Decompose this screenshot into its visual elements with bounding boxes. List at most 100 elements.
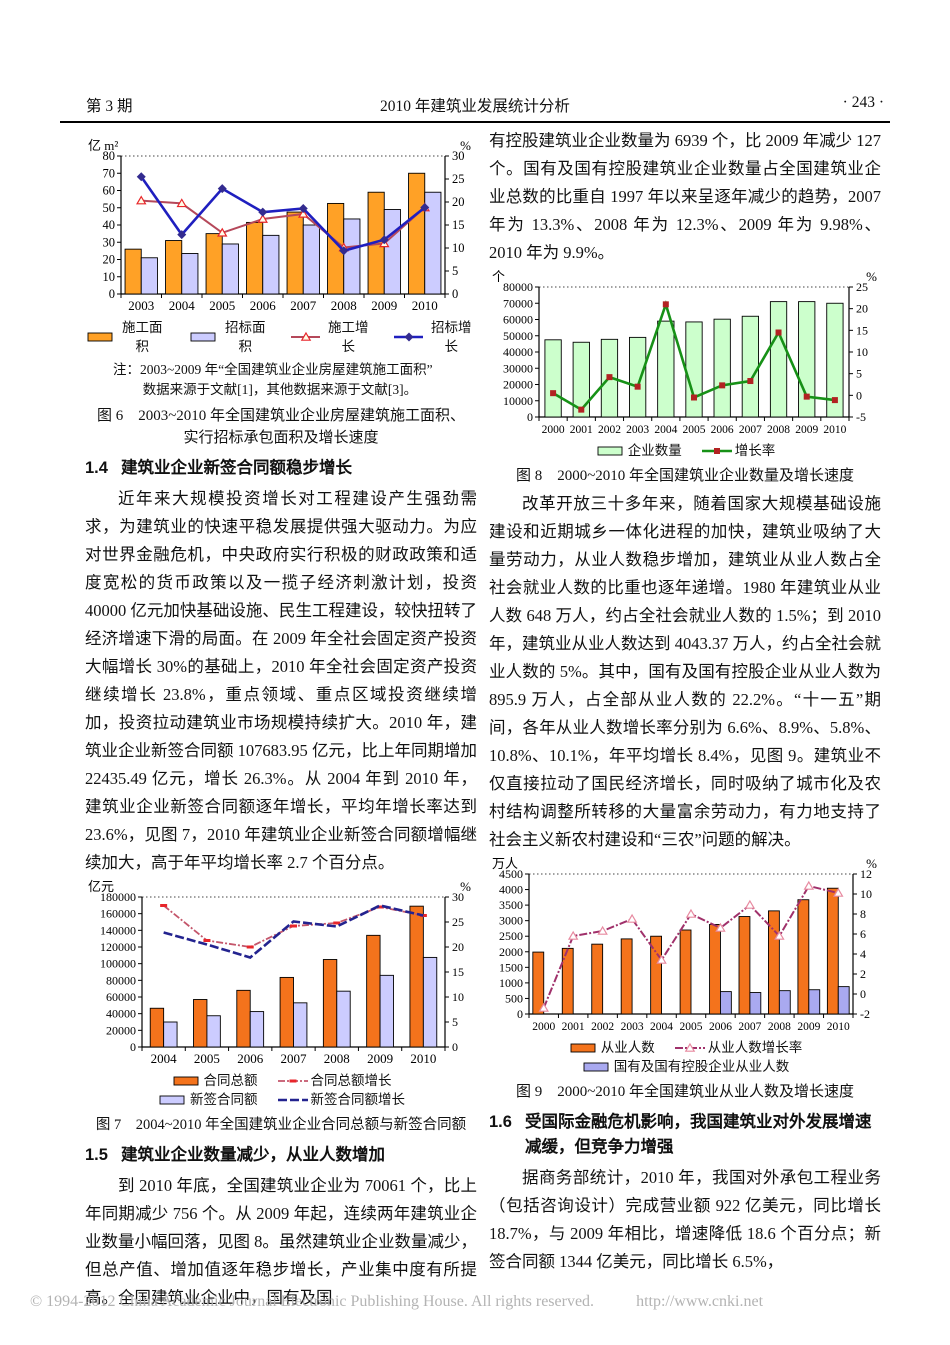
svg-text:2010: 2010: [410, 1051, 436, 1066]
svg-text:140000: 140000: [100, 923, 136, 937]
svg-text:6: 6: [860, 927, 866, 941]
svg-text:180000: 180000: [100, 890, 136, 904]
svg-text:30000: 30000: [503, 361, 533, 375]
svg-text:4: 4: [860, 947, 866, 961]
svg-text:2009: 2009: [371, 298, 397, 313]
svg-text:2004: 2004: [169, 298, 196, 313]
legend-item: 施工面积: [85, 318, 168, 356]
figure6-note-line1: 注：2003~2009 年“全国建筑业企业房屋建筑施工面积”: [113, 362, 433, 377]
svg-text:40000: 40000: [106, 1007, 136, 1021]
legend-item: 从业人数增长率: [674, 1038, 802, 1057]
svg-text:40000: 40000: [503, 345, 533, 359]
svg-text:10: 10: [103, 270, 116, 284]
svg-text:100000: 100000: [100, 957, 136, 971]
svg-text:2007: 2007: [738, 1021, 761, 1033]
chart-legend-row: 从业人数 从业人数增长率: [489, 1038, 881, 1057]
legend-item: 国有及国有控股企业从业人数: [581, 1057, 789, 1076]
svg-text:%: %: [460, 879, 471, 894]
svg-text:0: 0: [517, 1007, 523, 1021]
header-page-number: · 243 ·: [842, 94, 884, 111]
svg-text:2008: 2008: [331, 298, 357, 313]
svg-text:160000: 160000: [100, 907, 136, 921]
svg-text:2006: 2006: [711, 424, 734, 436]
svg-text:20: 20: [856, 302, 868, 316]
header-rule: [60, 121, 890, 123]
svg-text:30: 30: [452, 149, 465, 163]
legend-item: 增长率: [701, 441, 775, 460]
svg-text:%: %: [866, 269, 877, 284]
svg-text:0: 0: [860, 987, 866, 1001]
figure6-caption-line1: 图 6 2003~2010 年全国建筑业企业房屋建筑施工面积、: [96, 408, 466, 424]
figure6-caption: 图 6 2003~2010 年全国建筑业企业房屋建筑施工面积、 实行招标承包面积…: [85, 405, 477, 449]
legend-item: 招标增长: [394, 318, 477, 356]
svg-text:0: 0: [527, 410, 533, 424]
svg-text:2004: 2004: [151, 1051, 178, 1066]
svg-text:20: 20: [103, 253, 116, 267]
svg-text:10: 10: [452, 241, 465, 255]
svg-text:亿 m²: 亿 m²: [88, 138, 118, 153]
svg-text:4500: 4500: [499, 867, 523, 881]
section-number: 1.4: [85, 459, 108, 477]
chart-legend-row: 合同总额 合同总额增长: [85, 1071, 477, 1090]
legend-item: 施工增长: [291, 318, 374, 356]
paragraph-1-5-continued: 有控股建筑业企业数量为 6939 个，比 2009 年减少 127 个。国有及国…: [489, 131, 881, 262]
figure8-caption: 图 8 2000~2010 年全国建筑业企业数量及增长速度: [515, 468, 855, 484]
chart-legend-row: 企业数量 增长率: [489, 441, 881, 460]
svg-text:0: 0: [856, 388, 862, 402]
svg-text:2005: 2005: [194, 1051, 220, 1066]
svg-text:2001: 2001: [562, 1021, 585, 1033]
svg-text:40: 40: [103, 218, 116, 232]
svg-text:1500: 1500: [499, 960, 523, 974]
svg-text:个: 个: [492, 269, 505, 284]
section-number: 1.5: [85, 1146, 108, 1164]
svg-text:2000: 2000: [542, 424, 565, 436]
svg-text:0: 0: [452, 287, 458, 301]
footer: © 1994-2012 China Academic Journal Elect…: [30, 1293, 763, 1311]
section-heading-1-4: 1.4 建筑业企业新签合同额稳步增长: [85, 456, 477, 481]
svg-text:2008: 2008: [768, 1021, 791, 1033]
footer-copyright: © 1994-2012 China Academic Journal Elect…: [30, 1293, 595, 1310]
svg-text:2005: 2005: [680, 1021, 703, 1033]
svg-text:0: 0: [109, 287, 115, 301]
figure8-chart: 0 10000 20000 30000 40000 50000 60000 70000 8000…: [489, 269, 881, 460]
svg-text:10: 10: [856, 345, 868, 359]
figure7: 0 20000 40000 60000 80000 100000 120000 140000 1…: [85, 879, 477, 1136]
svg-text:60000: 60000: [106, 990, 136, 1004]
legend-item: 合同总额增长: [277, 1071, 392, 1090]
svg-text:3000: 3000: [499, 914, 523, 928]
svg-text:2002: 2002: [591, 1021, 614, 1033]
svg-text:2: 2: [860, 967, 866, 981]
svg-text:30: 30: [452, 890, 464, 904]
header-issue: 第 3 期: [86, 98, 133, 115]
figure6-caption-line2: 实行招标承包面积及增长速度: [183, 430, 379, 446]
legend-item: 招标面积: [188, 318, 271, 356]
svg-text:30: 30: [103, 235, 116, 249]
svg-text:2006: 2006: [237, 1051, 264, 1066]
section-number: 1.6: [489, 1113, 512, 1131]
figure6: 0 10 20 30 40 50 60 70 80 0 5 10 15 20 25 30 2003 2004 200…: [85, 138, 477, 449]
paragraph-1-6: 据商务部统计，2010 年，我国对外承包工程业务（包括咨询设计）完成营业额 92…: [489, 1168, 881, 1271]
svg-text:8: 8: [860, 907, 866, 921]
paragraph-employment: 改革开放三十多年来，随着国家大规模基础设施建设和近期城乡一体化进程的加快，建筑业…: [489, 494, 881, 849]
svg-text:2007: 2007: [739, 424, 762, 436]
svg-text:2008: 2008: [324, 1051, 350, 1066]
svg-text:50000: 50000: [503, 329, 533, 343]
svg-text:2500: 2500: [499, 929, 523, 943]
svg-text:2010: 2010: [827, 1021, 850, 1033]
legend-item: 企业数量: [595, 441, 682, 460]
svg-text:15: 15: [452, 218, 465, 232]
svg-text:2001: 2001: [570, 424, 593, 436]
svg-text:2009: 2009: [367, 1051, 393, 1066]
svg-text:25: 25: [856, 280, 868, 294]
svg-text:2002: 2002: [598, 424, 621, 436]
svg-text:80: 80: [103, 149, 116, 163]
figure8: 0 10000 20000 30000 40000 50000 60000 70000 8000…: [489, 269, 881, 487]
svg-text:15: 15: [452, 965, 464, 979]
svg-text:25: 25: [452, 915, 464, 929]
svg-text:%: %: [866, 856, 877, 871]
svg-text:10000: 10000: [503, 394, 533, 408]
legend-item: 从业人数: [568, 1038, 655, 1057]
svg-text:-2: -2: [860, 1007, 870, 1021]
paragraph-1-5: 到 2010 年底，全国建筑业企业为 70061 个，比上年同期减少 756 个…: [85, 1176, 477, 1307]
